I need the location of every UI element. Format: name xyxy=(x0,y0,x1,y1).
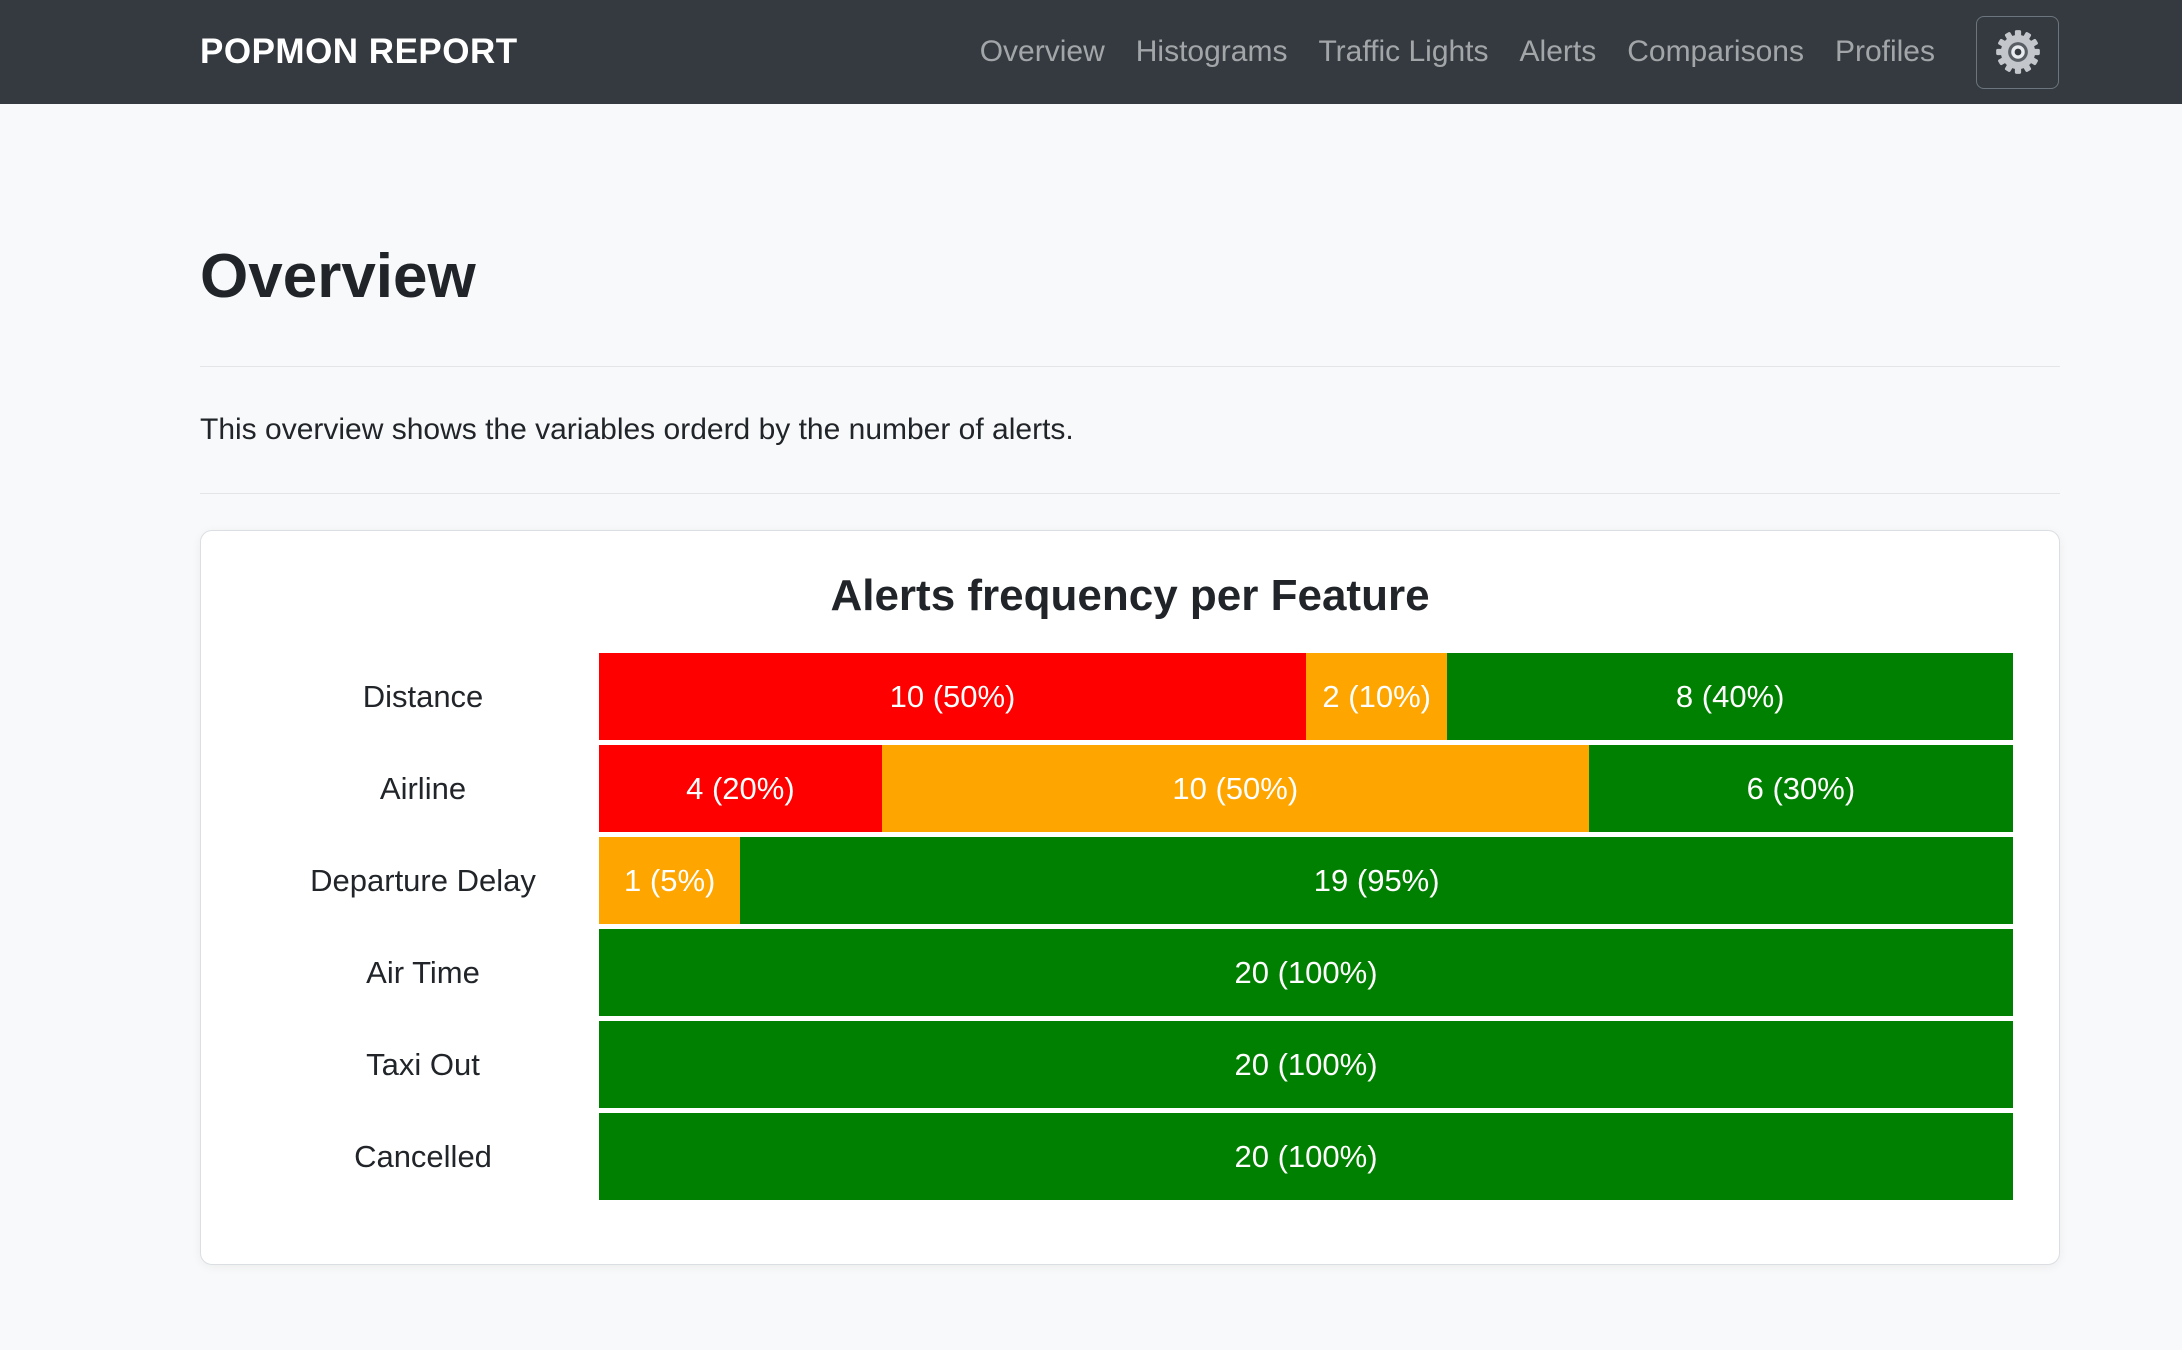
nav-item-traffic-lights[interactable]: Traffic Lights xyxy=(1318,35,1489,68)
stacked-bar: 20 (100%) xyxy=(599,1021,2013,1108)
bar-segment-green: 20 (100%) xyxy=(599,929,2013,1016)
bar-segment-green: 6 (30%) xyxy=(1588,745,2013,832)
bar-segment-red: 4 (20%) xyxy=(599,745,882,832)
bar-segment-green: 20 (100%) xyxy=(599,1021,2013,1108)
alerts-frequency-card: Alerts frequency per Feature Distance 10 … xyxy=(200,530,2060,1265)
alerts-frequency-chart: Distance 10 (50%) 2 (10%) 8 (40%) Airline 4 (… xyxy=(247,653,2013,1200)
bar-segment-orange: 10 (50%) xyxy=(881,745,1589,832)
nav-item-histograms[interactable]: Histograms xyxy=(1135,35,1288,68)
stacked-bar: 20 (100%) xyxy=(599,1113,2013,1200)
bar-segment-green: 20 (100%) xyxy=(599,1113,2013,1200)
divider-top xyxy=(200,366,2060,367)
settings-button[interactable] xyxy=(1976,15,2059,89)
main-content: Overview This overview shows the variabl… xyxy=(200,104,2060,1265)
chart-row: Taxi Out 20 (100%) xyxy=(247,1021,2013,1108)
chart-row: Air Time 20 (100%) xyxy=(247,929,2013,1016)
stacked-bar: 4 (20%) 10 (50%) 6 (30%) xyxy=(599,745,2013,832)
feature-label: Distance xyxy=(362,678,484,714)
chart-row: Cancelled 20 (100%) xyxy=(247,1113,2013,1200)
brand-title[interactable]: POPMON REPORT xyxy=(200,32,518,71)
bar-segment-green: 19 (95%) xyxy=(740,837,2013,924)
bar-segment-red: 10 (50%) xyxy=(599,653,1306,740)
chart-row: Distance 10 (50%) 2 (10%) 8 (40%) xyxy=(247,653,2013,740)
nav-item-comparisons[interactable]: Comparisons xyxy=(1627,35,1804,68)
nav-item-alerts[interactable]: Alerts xyxy=(1519,35,1597,68)
divider-bottom xyxy=(200,493,2060,494)
feature-label: Taxi Out xyxy=(366,1046,480,1082)
chart-title: Alerts frequency per Feature xyxy=(830,571,1430,620)
bar-segment-orange: 1 (5%) xyxy=(599,837,741,924)
nav-item-profiles[interactable]: Profiles xyxy=(1834,35,1935,68)
feature-label: Air Time xyxy=(366,954,480,990)
top-navbar: POPMON REPORT Overview Histograms Traffi… xyxy=(0,0,2182,104)
feature-label: Cancelled xyxy=(354,1138,492,1174)
gear-icon xyxy=(1992,26,2044,78)
stacked-bar: 1 (5%) 19 (95%) xyxy=(599,837,2013,924)
feature-label: Departure Delay xyxy=(310,862,536,898)
nav-item-overview[interactable]: Overview xyxy=(979,35,1105,68)
chart-row: Departure Delay 1 (5%) 19 (95%) xyxy=(247,837,2013,924)
bar-segment-orange: 2 (10%) xyxy=(1306,653,1448,740)
page-title: Overview xyxy=(200,242,476,311)
nav-links: Overview Histograms Traffic Lights Alert… xyxy=(980,35,1935,69)
chart-row: Airline 4 (20%) 10 (50%) 6 (30%) xyxy=(247,745,2013,832)
stacked-bar: 20 (100%) xyxy=(599,929,2013,1016)
page-description: This overview shows the variables orderd… xyxy=(200,413,1074,446)
bar-segment-green: 8 (40%) xyxy=(1447,653,2013,740)
feature-label: Airline xyxy=(379,770,467,806)
stacked-bar: 10 (50%) 2 (10%) 8 (40%) xyxy=(599,653,2013,740)
